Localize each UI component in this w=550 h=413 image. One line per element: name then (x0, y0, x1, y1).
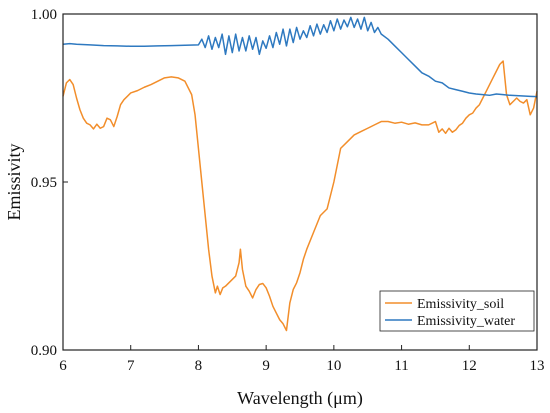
ticks-layer: 6 7 8 9 10 11 12 13 0.90 0.95 1.00 (31, 7, 545, 374)
series-layer (62, 16, 538, 332)
x-tick-label: 12 (462, 358, 477, 374)
x-tick-label: 11 (394, 358, 408, 374)
y-tick-label: 0.95 (31, 175, 57, 191)
x-tick-label: 6 (59, 358, 67, 374)
x-tick-label: 7 (127, 358, 135, 374)
x-tick-label: 9 (262, 358, 270, 374)
x-tick-label: 10 (326, 358, 341, 374)
series-line-water (62, 16, 538, 98)
legend-box (379, 290, 535, 332)
x-tick-label: 8 (195, 358, 203, 374)
y-axis-title: Emissivity (4, 143, 24, 220)
y-tick-label: 0.90 (31, 343, 57, 359)
legend: Emissivity_soil Emissivity_water (379, 290, 535, 332)
legend-label-water: Emissivity_water (417, 314, 515, 329)
series-line-soil (62, 60, 538, 332)
x-tick-label: 13 (530, 358, 545, 374)
legend-label-soil: Emissivity_soil (417, 297, 504, 312)
y-tick-label: 1.00 (31, 7, 57, 23)
x-axis-title: Wavelength (μm) (237, 388, 363, 409)
